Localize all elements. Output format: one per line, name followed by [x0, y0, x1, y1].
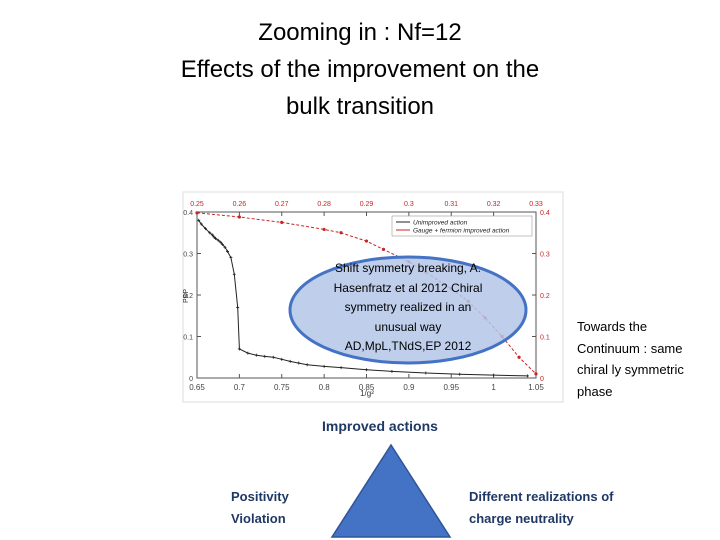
data-point: [305, 363, 309, 367]
top-tick-label: 0.28: [317, 201, 331, 208]
data-point: [517, 355, 521, 359]
ellipse-line: Shift symmetry breaking, A.: [334, 261, 482, 275]
data-point: [223, 245, 227, 249]
data-point: [203, 227, 207, 231]
y-tick-label: 0.4: [183, 210, 193, 217]
different-realizations-label: Different realizations of charge neutral…: [469, 486, 613, 530]
top-tick-label: 0.33: [529, 201, 543, 208]
top-tick-label: 0.27: [275, 201, 289, 208]
data-point: [322, 227, 326, 232]
y-tick-label: 0.2: [183, 293, 193, 300]
data-point: [199, 222, 203, 226]
annotation-ellipse: [288, 255, 528, 365]
data-point: [365, 368, 368, 372]
right-tick-label: 0.3: [540, 252, 550, 259]
data-point: [297, 361, 301, 365]
data-point: [492, 373, 496, 377]
title-line-1: Zooming in : Nf=12: [258, 19, 462, 46]
x-tick-label: 1: [491, 383, 496, 392]
x-tick-label: 0.65: [189, 383, 205, 392]
ellipse-text: Shift symmetry breaking, A. Hasenfratz e…: [298, 259, 518, 357]
title-line-3: bulk transition: [285, 93, 435, 120]
x-tick-label: 1.05: [528, 383, 544, 392]
data-point: [280, 357, 284, 361]
ellipse-line: AD,MpL,TNdS,EP 2012: [344, 339, 472, 353]
data-point: [210, 233, 214, 237]
side-note-line: Continuum : same: [577, 340, 683, 356]
positivity-line: Violation: [231, 511, 286, 526]
data-point: [232, 272, 236, 276]
data-point: [219, 240, 223, 244]
data-point: [322, 364, 326, 368]
x-tick-label: 0.9: [403, 383, 415, 392]
data-point: [254, 353, 258, 357]
data-point: [216, 238, 220, 242]
top-tick-label: 0.25: [190, 201, 204, 208]
data-point: [212, 235, 216, 239]
x-axis-label: 1/g²: [360, 389, 374, 398]
data-point: [226, 249, 230, 253]
data-point: [263, 354, 267, 358]
x-tick-label: 0.85: [359, 383, 375, 392]
right-tick-label: 0.4: [540, 210, 550, 217]
different-line: charge neutrality: [469, 511, 574, 526]
legend-box: [391, 215, 533, 237]
top-tick-label: 0.32: [487, 201, 501, 208]
data-point: [288, 359, 292, 363]
data-point: [364, 239, 369, 243]
y-tick-label: 0.3: [183, 252, 193, 259]
ellipse-line: unusual way: [374, 319, 442, 334]
slide-title: Zooming in : Nf=12 Effects of the improv…: [100, 14, 620, 125]
data-point: [339, 366, 343, 370]
legend-label: Gauge + fermion improved action: [413, 228, 510, 235]
improved-actions-label: Improved actions: [322, 418, 438, 434]
side-note: Towards the Continuum : same chiral ly s…: [577, 316, 717, 402]
ellipse-line: symmetry realized in an: [344, 300, 472, 314]
legend-label: Unimproved action: [413, 220, 468, 227]
y-tick-label: 0.1: [183, 335, 193, 342]
data-point: [195, 211, 199, 215]
data-point: [237, 347, 241, 351]
y-tick-label: 0: [189, 376, 193, 383]
top-tick-label: 0.31: [444, 201, 458, 208]
title-line-2: Effects of the improvement on the: [180, 56, 540, 83]
top-tick-label: 0.26: [233, 201, 247, 208]
x-tick-label: 0.7: [234, 383, 246, 392]
data-point: [458, 372, 462, 376]
data-point: [271, 355, 275, 359]
data-point: [236, 305, 240, 309]
positivity-line: Positivity: [231, 489, 289, 504]
data-point: [339, 231, 343, 235]
data-point: [220, 242, 224, 246]
data-point: [381, 247, 386, 251]
x-tick-label: 0.8: [319, 383, 331, 392]
right-tick-label: 0.2: [540, 293, 550, 300]
data-point: [229, 256, 233, 260]
y-axis-label: PBP: [183, 289, 190, 303]
data-point: [526, 374, 530, 378]
data-point: [214, 237, 218, 241]
side-note-line: chiral ly symmetric: [577, 362, 684, 377]
side-note-line: Towards the: [577, 319, 648, 334]
data-point: [246, 351, 250, 355]
data-point: [534, 372, 538, 376]
right-tick-label: 0: [540, 376, 544, 383]
data-point: [424, 371, 428, 375]
data-point: [237, 215, 241, 219]
top-tick-label: 0.3: [404, 201, 414, 208]
side-note-line: phase: [577, 383, 613, 399]
x-tick-label: 0.95: [443, 383, 459, 392]
data-point: [197, 218, 201, 222]
ellipse-line: Hasenfratz et al 2012 Chiral: [333, 280, 483, 295]
data-point: [390, 369, 394, 373]
data-point: [280, 220, 284, 224]
different-line: Different realizations of: [469, 489, 614, 504]
triangle-shape: [330, 443, 452, 538]
top-tick-label: 0.29: [360, 201, 374, 208]
data-point: [208, 231, 212, 235]
right-tick-label: 0.1: [540, 335, 550, 342]
x-tick-label: 0.75: [274, 383, 290, 392]
positivity-label: Positivity Violation: [231, 486, 289, 530]
